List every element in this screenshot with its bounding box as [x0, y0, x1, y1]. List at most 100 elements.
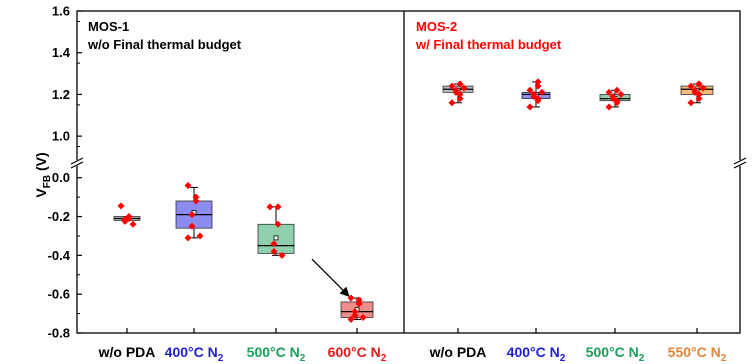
axis-break-mask [734, 160, 746, 166]
data-point [695, 80, 703, 88]
y-tick-label: 1.0 [52, 129, 70, 144]
x-category-label-main: 550°C N [668, 344, 721, 360]
x-category-label-main: w/o PDA [429, 344, 487, 360]
y-tick-label: 0.0 [52, 170, 70, 185]
chart-text: VFB (V) MOS-1 w/o Final thermal budget w/o … [33, 19, 727, 364]
data-point [351, 312, 359, 320]
data-point [534, 82, 542, 90]
x-category-label-main: 500°C N [586, 344, 639, 360]
x-category-label-sub: 2 [560, 353, 566, 364]
data-point [121, 217, 129, 225]
y-tick-label: -0.4 [48, 248, 71, 263]
y-tick-label: -0.8 [48, 326, 70, 341]
axis-break-mark [733, 157, 747, 165]
x-category-label: 600°C N2 [328, 344, 387, 364]
data-point [184, 234, 192, 242]
x-category-label: w/o PDA [429, 344, 487, 360]
axis-break-mark [70, 157, 84, 165]
data-point [526, 86, 534, 94]
data-point [691, 86, 699, 94]
axis-break-mask [71, 160, 83, 166]
data-point [538, 88, 546, 96]
data-point [452, 86, 460, 94]
data-point [460, 84, 468, 92]
x-category-label-main: w/o PDA [98, 344, 156, 360]
data-point [274, 203, 282, 211]
data-point [359, 313, 367, 321]
data-point [188, 222, 196, 230]
data-point [605, 88, 613, 96]
data-points [117, 78, 707, 323]
plot-frame [76, 10, 741, 334]
axis-break-mark [70, 161, 84, 169]
data-point [526, 103, 534, 111]
x-category-label: w/o PDA [98, 344, 156, 360]
x-category-label-main: 400°C N [165, 344, 218, 360]
data-point [609, 93, 617, 101]
data-point [355, 296, 363, 304]
y-axis-title-sub: FB [42, 175, 53, 188]
y-tick-label: 1.2 [52, 87, 70, 102]
data-point [188, 211, 196, 219]
data-point [530, 90, 538, 98]
y-tick-label: -0.6 [48, 287, 70, 302]
x-category-label-sub: 2 [381, 353, 387, 364]
box-plots [113, 81, 714, 320]
data-point [534, 78, 542, 86]
data-point [605, 103, 613, 111]
data-point [456, 95, 464, 103]
trend-arrow [311, 258, 350, 297]
box-mean [273, 235, 279, 241]
x-category-label-sub: 2 [300, 353, 306, 364]
panel-title: MOS-2 [416, 19, 457, 34]
y-tick-label: -0.2 [48, 209, 70, 224]
data-point [196, 232, 204, 240]
panel-title: MOS-1 [88, 19, 129, 34]
data-point [448, 99, 456, 107]
data-point [613, 86, 621, 94]
data-point [699, 84, 707, 92]
data-point [351, 308, 359, 316]
y-axis-title-unit: (V) [33, 152, 49, 175]
x-category-label-main: 600°C N [328, 344, 381, 360]
data-point [274, 220, 282, 228]
data-point [270, 240, 278, 248]
x-category-label-sub: 2 [721, 353, 727, 364]
data-point [184, 181, 192, 189]
data-point [687, 82, 695, 90]
x-category-label: 550°C N2 [668, 344, 727, 364]
data-point [695, 95, 703, 103]
panel-subtitle: w/ Final thermal budget [415, 37, 562, 52]
y-tick-label: 1.6 [52, 4, 70, 19]
x-category-label-sub: 2 [639, 353, 645, 364]
x-category-label-sub: 2 [218, 353, 224, 364]
y-tick-label: 1.4 [52, 45, 71, 60]
x-category-label: 400°C N2 [507, 344, 566, 364]
tick-labels: 1.6 1.4 1.2 1.0 0.0 -0.2 -0.4 -0.6 -0.8 [48, 4, 71, 341]
data-point [192, 197, 200, 205]
data-point [448, 82, 456, 90]
x-category-label: 400°C N2 [165, 344, 224, 364]
y-axis-title-main: V [33, 188, 49, 198]
data-point [687, 99, 695, 107]
data-point [270, 247, 278, 255]
panel-subtitle: w/o Final thermal budget [87, 37, 242, 52]
data-point [117, 202, 125, 210]
data-point [347, 294, 355, 302]
data-point [617, 90, 625, 98]
y-axis-title: VFB (V) [33, 152, 53, 197]
axis-break-mark [733, 161, 747, 169]
x-category-label: 500°C N2 [247, 344, 306, 364]
data-point [192, 193, 200, 201]
data-point [347, 315, 355, 323]
data-point [129, 220, 137, 228]
data-point [456, 80, 464, 88]
x-category-label-main: 400°C N [507, 344, 560, 360]
data-point [266, 203, 274, 211]
chart-frame [70, 10, 747, 334]
x-category-label: 500°C N2 [586, 344, 645, 364]
data-point [278, 251, 286, 259]
data-point [355, 300, 363, 308]
x-category-label-main: 500°C N [247, 344, 300, 360]
